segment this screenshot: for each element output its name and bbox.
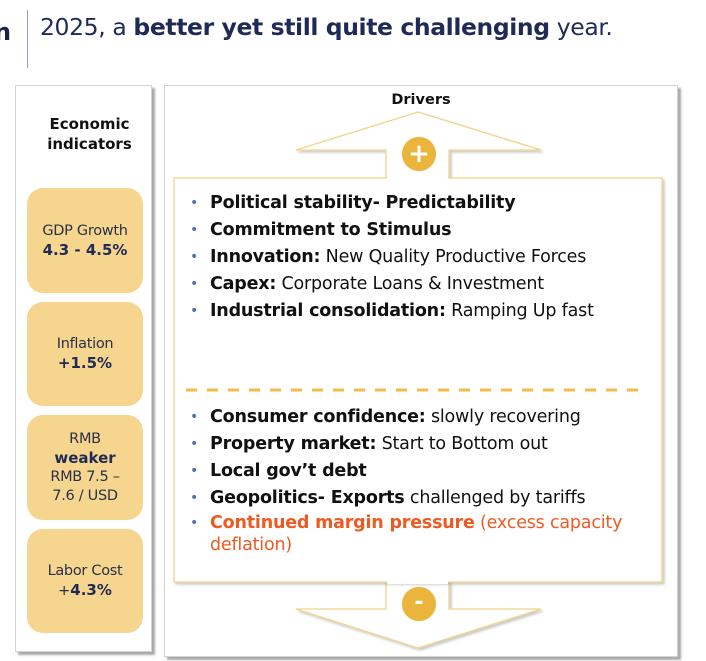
driver-bold: Consumer confidence: bbox=[210, 407, 426, 427]
title-pre: 2025, a bbox=[40, 13, 134, 41]
driver-bold: Political stability- Predictability bbox=[210, 193, 516, 213]
bullet-icon: • bbox=[190, 222, 199, 238]
positive-drivers-list: • Political stability- Predictability • Co… bbox=[190, 190, 594, 325]
driver-text: Ramping Up fast bbox=[445, 301, 594, 321]
bullet-icon: • bbox=[190, 249, 199, 265]
driver-bold: Continued margin pressure bbox=[210, 513, 475, 533]
indicator-value-prefix: + bbox=[58, 582, 71, 599]
indicator-label: Labor Cost bbox=[47, 562, 123, 579]
clipped-header-text: n bbox=[0, 18, 12, 46]
minus-icon: - bbox=[402, 587, 436, 621]
indicator-sub-line1: RMB 7.5 – bbox=[50, 468, 120, 485]
drivers-title: Drivers bbox=[391, 92, 451, 108]
driver-bold: Innovation: bbox=[210, 247, 321, 267]
bullet-icon: • bbox=[190, 436, 199, 452]
positive-driver-item: • Industrial consolidation: Ramping Up fa… bbox=[190, 298, 594, 325]
negative-drivers-list: • Consumer confidence: slowly recovering … bbox=[190, 404, 640, 556]
driver-text: Start to Bottom out bbox=[376, 434, 548, 454]
bullet-icon: • bbox=[190, 276, 199, 292]
indicator-rmb: RMB weaker RMB 7.5 – 7.6 / USD bbox=[27, 415, 143, 520]
positive-driver-item: • Commitment to Stimulus bbox=[190, 217, 594, 244]
title-post: year. bbox=[549, 13, 613, 41]
indicator-gdp-growth: GDP Growth 4.3 - 4.5% bbox=[27, 188, 143, 293]
indicator-inflation: Inflation +1.5% bbox=[27, 302, 143, 406]
positive-driver-item: • Political stability- Predictability bbox=[190, 190, 594, 217]
plus-icon: + bbox=[402, 137, 436, 171]
indicator-labor-cost: Labor Cost +4.3% bbox=[27, 529, 143, 633]
bullet-icon: • bbox=[190, 409, 199, 425]
econ-title-line1: Economic bbox=[49, 115, 130, 133]
negative-driver-item: • Geopolitics- Exports challenged by tari… bbox=[190, 485, 640, 512]
driver-text: challenged by tariffs bbox=[404, 488, 586, 508]
indicator-sub-line2: 7.6 / USD bbox=[52, 487, 118, 504]
indicator-value: +4.3% bbox=[58, 581, 112, 601]
econ-title-line2: indicators bbox=[47, 135, 132, 153]
driver-bold: Industrial consolidation: bbox=[210, 301, 446, 321]
header-divider bbox=[27, 10, 28, 68]
driver-bold: Capex: bbox=[210, 274, 277, 294]
indicator-value: weaker bbox=[54, 448, 116, 467]
bullet-icon: • bbox=[190, 463, 199, 479]
indicator-value-number: 4.3% bbox=[70, 580, 112, 599]
negative-driver-item: • Consumer confidence: slowly recovering bbox=[190, 404, 640, 431]
driver-bold: Local gov’t debt bbox=[210, 461, 367, 481]
positive-driver-item: • Innovation: New Quality Productive Forc… bbox=[190, 244, 594, 271]
negative-driver-item: • Local gov’t debt bbox=[190, 458, 640, 485]
positive-driver-item: • Capex: Corporate Loans & Investment bbox=[190, 271, 594, 298]
page-title: 2025, a better yet still quite challengi… bbox=[40, 13, 613, 41]
driver-text: New Quality Productive Forces bbox=[320, 247, 587, 267]
indicator-label: RMB bbox=[69, 430, 101, 447]
economic-indicators-title: Economic indicators bbox=[16, 114, 151, 154]
indicator-value: +1.5% bbox=[57, 354, 113, 372]
negative-driver-item: • Property market: Start to Bottom out bbox=[190, 431, 640, 458]
driver-bold: Geopolitics- Exports bbox=[210, 488, 405, 508]
indicator-value: 4.3 - 4.5% bbox=[42, 240, 128, 259]
economic-indicators-panel: Economic indicators GDP Growth 4.3 - 4.5… bbox=[15, 85, 152, 652]
driver-bold: Property market: bbox=[210, 434, 377, 454]
bullet-icon: • bbox=[190, 490, 199, 506]
title-bold: better yet still quite challenging bbox=[133, 13, 550, 41]
driver-bold: Commitment to Stimulus bbox=[210, 220, 452, 240]
driver-text: Corporate Loans & Investment bbox=[276, 274, 545, 294]
bullet-icon: • bbox=[190, 303, 199, 319]
driver-text: (excess capacity deflation) bbox=[210, 513, 623, 555]
indicator-label: Inflation bbox=[56, 336, 114, 352]
indicator-label: GDP Growth bbox=[42, 222, 128, 239]
bullet-icon: • bbox=[190, 195, 199, 211]
driver-text: slowly recovering bbox=[425, 407, 581, 427]
bullet-icon: • bbox=[190, 515, 199, 531]
negative-driver-item-highlight: • Continued margin pressure (excess capac… bbox=[190, 512, 640, 556]
